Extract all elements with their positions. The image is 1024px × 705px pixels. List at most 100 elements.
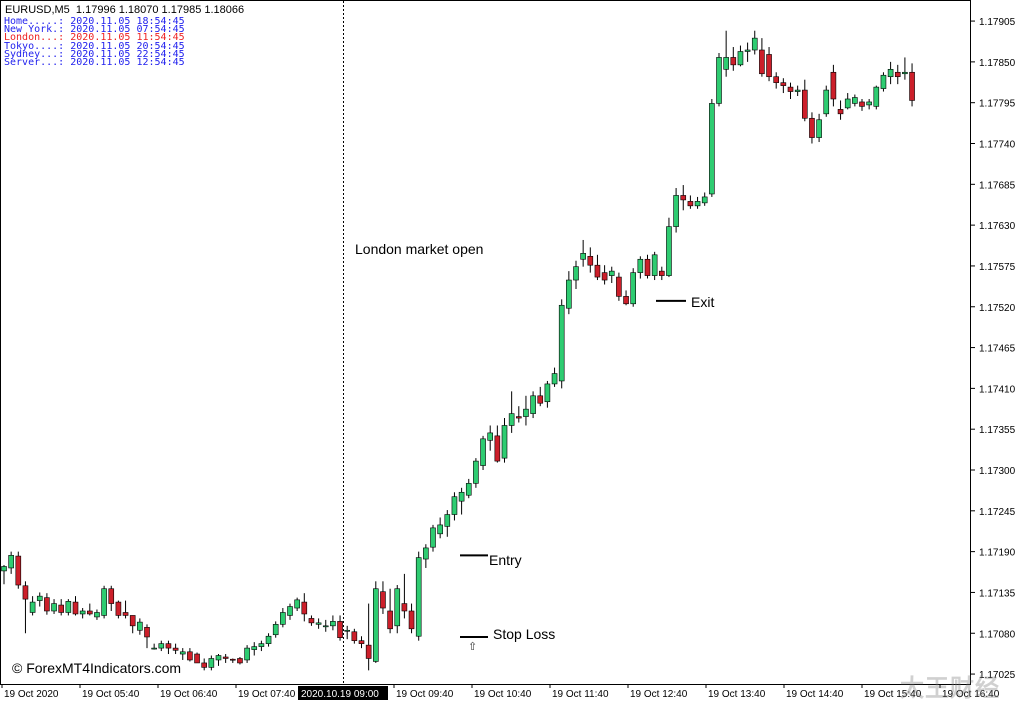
candle-body	[473, 460, 479, 484]
candle-body	[909, 71, 915, 101]
ohlc-values: 1.17996 1.18070 1.17985 1.18066	[75, 4, 245, 16]
candle-body	[222, 656, 229, 659]
candle-body	[866, 101, 872, 106]
candle-body	[508, 413, 515, 426]
candle-body	[873, 86, 880, 107]
candle-body	[451, 496, 458, 515]
candle-body	[280, 612, 286, 625]
candle-body	[487, 432, 494, 441]
x-tick-label: 19 Oct 10:40	[474, 689, 532, 700]
candle-body	[151, 647, 157, 650]
x-tick-label: 19 Oct 11:40	[552, 689, 609, 700]
candle-body	[887, 68, 894, 78]
candle-body	[644, 258, 651, 276]
london-open-label: London market open	[355, 241, 484, 257]
candle-body	[709, 103, 715, 195]
candle-body	[351, 631, 358, 641]
clock-time-value: 2020.11.05 07:54:45	[64, 24, 185, 36]
candle-body	[494, 435, 501, 462]
up-arrow-icon: ⇧	[468, 641, 478, 653]
y-tick-label: 1.17300	[979, 466, 1016, 477]
candle-body	[859, 101, 865, 107]
candle-body	[465, 483, 472, 496]
candle-body	[737, 51, 744, 66]
clock-city-label: Sydney...:	[4, 48, 65, 60]
candle-body	[902, 71, 908, 75]
y-tick-label: 1.17685	[979, 180, 1016, 191]
x-tick-label: 19 Oct 2020	[4, 689, 59, 700]
candle-body	[322, 625, 329, 628]
candle-body	[194, 653, 200, 664]
candle-body	[523, 408, 529, 417]
candle-body	[244, 647, 250, 661]
candle-body	[551, 373, 558, 385]
candle-body	[58, 604, 65, 613]
price-axis: 1.17905 1.17850 1.17795 1.17740 1.17685 1.176…	[971, 17, 1016, 681]
candle-body	[101, 588, 107, 616]
entry-label: Entry	[489, 552, 522, 568]
candle-body	[208, 658, 215, 668]
candle-body	[680, 195, 687, 201]
candle-body	[344, 629, 351, 632]
candle-body	[172, 647, 179, 651]
candle-body	[823, 89, 830, 115]
candle-body	[673, 195, 679, 227]
clock-time-value: 2020.11.05 18:54:45	[64, 16, 185, 27]
candle-body	[530, 395, 536, 414]
candle-body	[501, 425, 508, 459]
candle-body	[94, 612, 100, 618]
candle-body	[573, 266, 579, 281]
candle-body	[880, 74, 887, 89]
clock-row: Home.....: 2020.11.05 18:54:45	[4, 17, 185, 27]
y-tick-label: 1.17245	[979, 507, 1016, 518]
candle-body	[365, 644, 372, 659]
x-tick-label: 19 Oct 12:40	[630, 689, 688, 700]
candle-body	[423, 547, 429, 560]
y-tick-label: 1.17630	[979, 221, 1016, 232]
clock-city-label: Home.....:	[4, 16, 65, 27]
y-tick-label: 1.17740	[979, 140, 1016, 151]
candle-body	[701, 196, 708, 204]
candle-body	[894, 71, 901, 78]
candle-body	[480, 438, 486, 466]
candle-body	[716, 57, 722, 104]
candle-body	[544, 383, 551, 403]
candle-body	[587, 255, 594, 266]
x-tick-label: 19 Oct 13:40	[708, 689, 766, 700]
y-tick-label: 1.17850	[979, 58, 1016, 69]
y-tick-label: 1.17355	[979, 425, 1016, 436]
clock-city-label: New York.:	[4, 24, 65, 36]
candle-body	[751, 37, 758, 51]
y-tick-label: 1.17575	[979, 262, 1016, 273]
candle-body	[1, 566, 7, 572]
candle-body	[337, 621, 343, 639]
y-tick-label: 1.17410	[979, 384, 1016, 395]
y-tick-label: 1.17795	[979, 99, 1016, 110]
x-tick-label: 19 Oct 07:40	[238, 689, 296, 700]
clock-time-value: 2020.11.05 12:54:45	[64, 57, 185, 68]
candle-body	[79, 610, 86, 615]
candle-body	[387, 610, 393, 630]
candle-body	[308, 618, 315, 624]
plot-frame	[0, 0, 971, 685]
candle-body	[780, 82, 787, 86]
y-tick-label: 1.17520	[979, 303, 1016, 314]
candle-body	[265, 635, 272, 644]
candle-body	[415, 557, 422, 637]
candle-body	[394, 588, 401, 627]
y-tick-label: 1.17080	[979, 629, 1016, 640]
candle-body	[294, 599, 300, 609]
candle-body	[36, 595, 43, 601]
clock-row: Server...: 2020.11.05 12:54:45	[4, 58, 185, 68]
x-tick-label: 19 Oct 15:40	[864, 689, 922, 700]
candle-body	[158, 643, 165, 649]
candle-body	[215, 655, 222, 661]
candle-body	[165, 643, 172, 649]
y-tick-label: 1.17905	[979, 17, 1016, 28]
candle-body	[237, 658, 243, 664]
x-tick-label: 19 Oct 16:40	[942, 689, 1000, 700]
candle-body	[537, 395, 544, 404]
candle-body	[137, 621, 143, 631]
